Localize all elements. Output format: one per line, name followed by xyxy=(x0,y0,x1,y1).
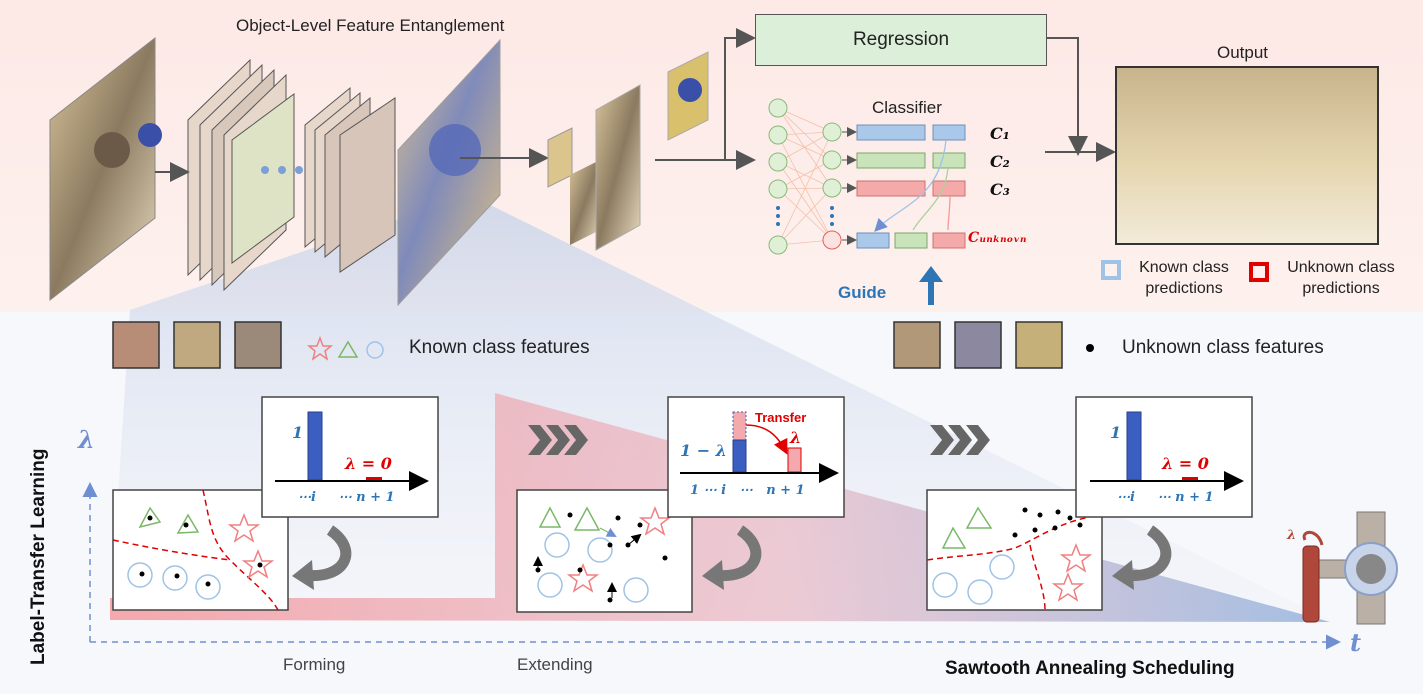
histogram-panel-1 xyxy=(261,396,439,518)
class-label-c1: C₁ xyxy=(990,124,1010,143)
unknown-legend-swatch xyxy=(1249,262,1269,282)
known-predictions-legend: Known class predictions xyxy=(1139,259,1229,297)
input-image xyxy=(49,36,162,302)
known-legend-swatch xyxy=(1101,260,1121,280)
histogram-panel-3 xyxy=(1075,396,1253,518)
classifier-title: Classifier xyxy=(872,98,942,117)
hist3-bar-label: 1 xyxy=(1110,423,1122,442)
feature-entanglement-title: Object-Level Feature Entanglement xyxy=(236,16,505,35)
output-title: Output xyxy=(1217,43,1269,62)
chevrons-2 xyxy=(930,425,990,455)
class-label-c2: C₂ xyxy=(990,152,1010,171)
lambda-knob xyxy=(1302,511,1398,625)
hist1-lambda-label: λ = 0 xyxy=(345,454,392,473)
hist1-ticks: ⋯i ⋯ n + 1 xyxy=(298,490,395,505)
guide-label: Guide xyxy=(838,283,887,302)
hist2-lambda-label: λ xyxy=(790,428,802,447)
arrow-to-regression xyxy=(655,28,756,161)
conv-layers-stack xyxy=(187,58,396,292)
dot xyxy=(261,166,269,174)
knob-lambda-label: λ xyxy=(1287,528,1297,543)
class-label-c3: C₃ xyxy=(990,180,1010,199)
hist2-ticks: 1 ⋯ i ⋯ n + 1 xyxy=(690,483,805,498)
hist3-lambda-label: λ = 0 xyxy=(1162,454,1209,473)
transfer-label: Transfer xyxy=(755,410,807,425)
curved-arrow-1 xyxy=(304,525,352,582)
curved-arrow-2 xyxy=(714,525,762,582)
hist1-bar-label: 1 xyxy=(292,423,304,442)
curved-arrow-3 xyxy=(1124,525,1172,582)
unknown-features-label: Unknown class features xyxy=(1122,337,1324,358)
unknown-feature-dot xyxy=(1086,344,1094,352)
hist3-ticks: ⋯i ⋯ n + 1 xyxy=(1117,490,1214,505)
known-feature-thumbnails xyxy=(112,321,282,369)
roi-features xyxy=(547,51,709,251)
regression-head: Regression xyxy=(755,14,1047,66)
classifier-network xyxy=(768,98,966,255)
schedule-label: Sawtooth Annealing Scheduling xyxy=(945,658,1235,679)
extending-feature-panel xyxy=(516,489,693,613)
annealed-feature-panel xyxy=(926,489,1103,611)
histogram-panel-2 xyxy=(667,396,845,518)
unknown-feature-thumbnails xyxy=(893,321,1063,369)
class-label-unknown: Cᵤₙₖₙₒᵥₙ xyxy=(968,230,1027,246)
x-axis-symbol: t xyxy=(1350,628,1362,657)
known-features-label: Known class features xyxy=(409,337,590,358)
forming-feature-panel xyxy=(112,489,289,611)
y-axis-symbol: λ xyxy=(78,425,95,454)
known-feature-symbols xyxy=(306,335,384,361)
output-image xyxy=(1115,66,1379,245)
chevrons-1 xyxy=(528,425,588,455)
fused-feature-map xyxy=(397,38,501,307)
stage-forming: Forming xyxy=(283,655,346,674)
stage-extending: Extending xyxy=(517,655,593,674)
y-axis-label: Label-Transfer Learning xyxy=(28,448,49,665)
unknown-predictions-legend: Unknown class predictions xyxy=(1287,259,1395,297)
hist2-bar-label: 1 − λ xyxy=(680,441,727,460)
